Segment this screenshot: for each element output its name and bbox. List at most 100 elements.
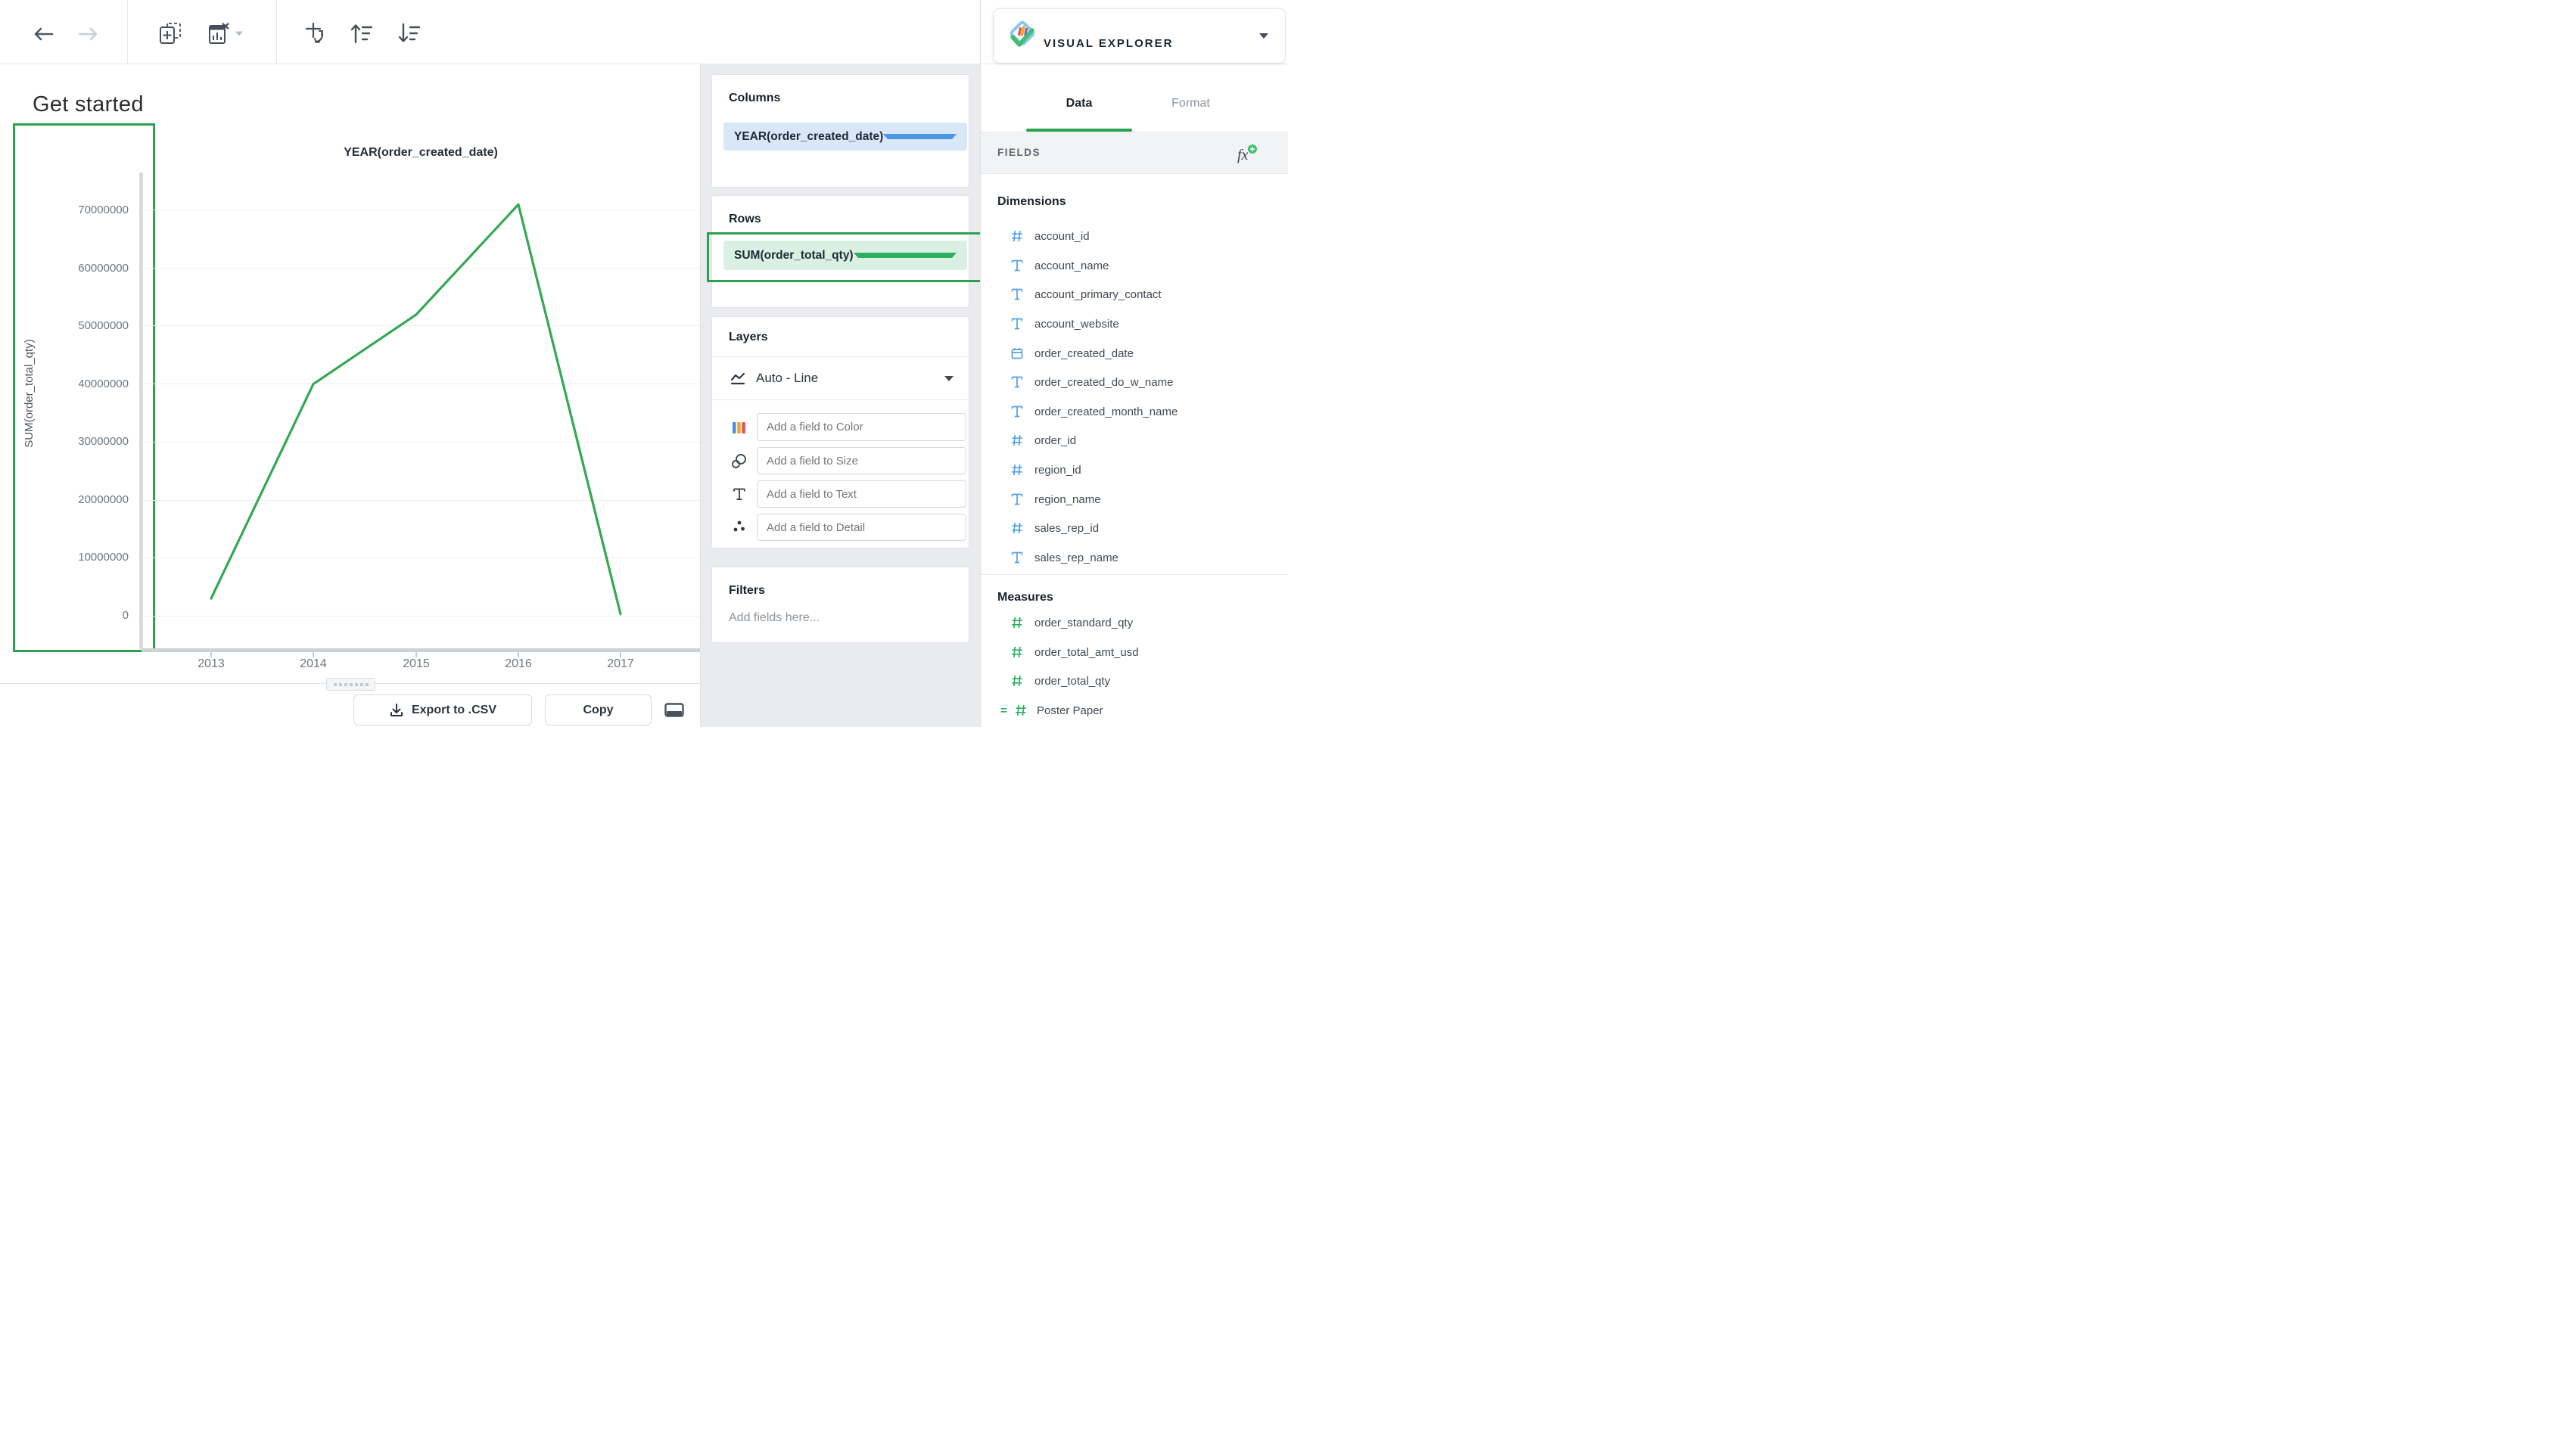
chevron-down-icon[interactable]	[883, 134, 957, 139]
filters-shelf-title: Filters	[729, 584, 766, 597]
equals-icon: =	[1000, 704, 1007, 717]
line-series	[210, 203, 622, 616]
sort-descending-button[interactable]	[396, 20, 422, 46]
layers-shelf-title: Layers	[729, 331, 768, 343]
field-item-calculated-measure[interactable]: = Poster Paper	[1000, 704, 1103, 717]
swap-axes-button[interactable]	[303, 20, 328, 46]
divider	[712, 399, 969, 400]
y-tick-label: 50000000	[78, 319, 129, 333]
fields-header-label: FIELDS	[997, 147, 1041, 158]
field-item-dimension[interactable]: account_website	[981, 316, 1288, 333]
filters-shelf[interactable]: Filters Add fields here...	[711, 567, 969, 643]
field-item-measure[interactable]: order_standard_qty	[981, 615, 1288, 632]
fields-header-bar: FIELDS fx	[981, 132, 1288, 174]
field-item-dimension[interactable]: region_name	[981, 492, 1288, 508]
number-icon	[1012, 464, 1022, 476]
detail-field-input[interactable]	[757, 514, 966, 541]
text-icon	[1011, 405, 1023, 418]
color-field-input[interactable]	[757, 413, 966, 441]
add-card-icon	[160, 23, 181, 44]
back-button[interactable]	[31, 23, 55, 45]
field-item-dimension[interactable]: order_created_date	[981, 346, 1288, 362]
chevron-down-icon[interactable]	[853, 253, 957, 258]
filters-placeholder: Add fields here...	[729, 611, 820, 624]
y-tick-label: 70000000	[78, 203, 129, 216]
field-item-dimension[interactable]: account_id	[981, 228, 1288, 245]
rows-pill[interactable]: SUM(order_total_qty)	[723, 241, 967, 270]
x-tick-label: 2014	[300, 657, 327, 670]
number-icon	[1012, 675, 1022, 687]
field-item-measure[interactable]: order_total_amt_usd	[981, 645, 1288, 661]
rows-pill-annotation-box	[707, 232, 982, 282]
gridlines	[142, 210, 700, 617]
tab-data[interactable]: Data	[1066, 97, 1093, 110]
size-field-input[interactable]	[757, 447, 966, 474]
field-item-dimension[interactable]: order_id	[981, 433, 1288, 449]
rows-shelf: Rows SUM(order_total_qty)	[711, 195, 969, 308]
text-field-input[interactable]	[757, 480, 966, 508]
chevron-down-icon	[235, 31, 244, 36]
y-axis-annotation-box	[13, 123, 155, 652]
x-tick-label: 2013	[198, 657, 225, 670]
y-axis-tick-labels: 70000000 60000000 50000000 40000000 3000…	[44, 203, 129, 623]
x-tick-label: 2017	[607, 657, 634, 670]
columns-pill-label: YEAR(order_created_date)	[734, 129, 884, 143]
number-icon	[1012, 434, 1022, 446]
swap-axes-icon	[305, 22, 324, 43]
x-tick	[620, 652, 621, 657]
text-icon	[1011, 493, 1023, 505]
calendar-icon	[1011, 348, 1023, 359]
field-item-dimension[interactable]: account_name	[981, 258, 1288, 275]
panel-resize-handle[interactable]	[326, 678, 375, 691]
x-tick-label: 2015	[403, 657, 430, 670]
field-item-dimension[interactable]: order_created_month_name	[981, 404, 1288, 421]
remove-visualization-button[interactable]	[206, 20, 245, 46]
number-icon	[1012, 617, 1022, 629]
field-item-measure[interactable]: order_total_qty	[981, 673, 1288, 690]
sort-ascending-icon	[350, 24, 372, 44]
divider	[981, 574, 1288, 575]
field-item-dimension[interactable]: region_id	[981, 462, 1288, 479]
active-tab-indicator	[1026, 129, 1132, 132]
remove-chart-icon	[209, 23, 229, 44]
mark-type-dropdown[interactable]: Auto - Line	[712, 357, 969, 399]
chevron-down-icon	[1259, 33, 1268, 39]
app-switcher-dropdown[interactable]: VISUAL EXPLORER	[993, 8, 1286, 64]
export-csv-button[interactable]: Export to .CSV	[353, 694, 532, 725]
field-item-dimension[interactable]: account_primary_contact	[981, 287, 1288, 303]
add-calculated-field-button[interactable]: fx	[1234, 141, 1259, 166]
field-item-dimension[interactable]: sales_rep_id	[981, 520, 1288, 537]
forward-button[interactable]	[76, 23, 101, 45]
y-tick-label: 30000000	[78, 435, 129, 449]
number-icon	[1016, 704, 1026, 716]
rows-shelf-title: Rows	[729, 213, 761, 225]
detail-icon	[733, 520, 745, 532]
mark-type-label: Auto - Line	[756, 371, 819, 385]
download-icon	[390, 703, 403, 716]
x-tick	[313, 652, 314, 657]
copy-button[interactable]: Copy	[545, 694, 652, 725]
add-visualization-button[interactable]	[157, 20, 183, 46]
sort-ascending-button[interactable]	[348, 20, 374, 46]
field-item-dimension[interactable]: order_created_do_w_name	[981, 374, 1288, 391]
size-icon	[732, 454, 746, 468]
text-icon	[1011, 551, 1023, 564]
sort-descending-icon	[398, 23, 420, 42]
layers-shelf: Layers Auto - Line	[711, 316, 969, 548]
tab-format[interactable]: Format	[1171, 97, 1210, 110]
fx-add-icon: fx	[1237, 144, 1257, 163]
x-tick	[415, 652, 417, 657]
visual-explorer-logo	[1010, 20, 1035, 47]
back-arrow-icon	[34, 27, 54, 41]
app-switcher-label: VISUAL EXPLORER	[1044, 37, 1174, 50]
dock-bottom-button[interactable]	[664, 701, 685, 718]
chevron-down-icon	[944, 376, 954, 381]
color-icon	[733, 422, 745, 433]
line-chart	[210, 203, 622, 616]
y-tick-label: 40000000	[78, 377, 129, 390]
columns-pill[interactable]: YEAR(order_created_date)	[723, 123, 967, 151]
text-icon	[1011, 376, 1023, 388]
field-item-dimension[interactable]: sales_rep_name	[981, 550, 1288, 567]
text-icon	[1011, 259, 1023, 272]
divider	[712, 356, 969, 357]
